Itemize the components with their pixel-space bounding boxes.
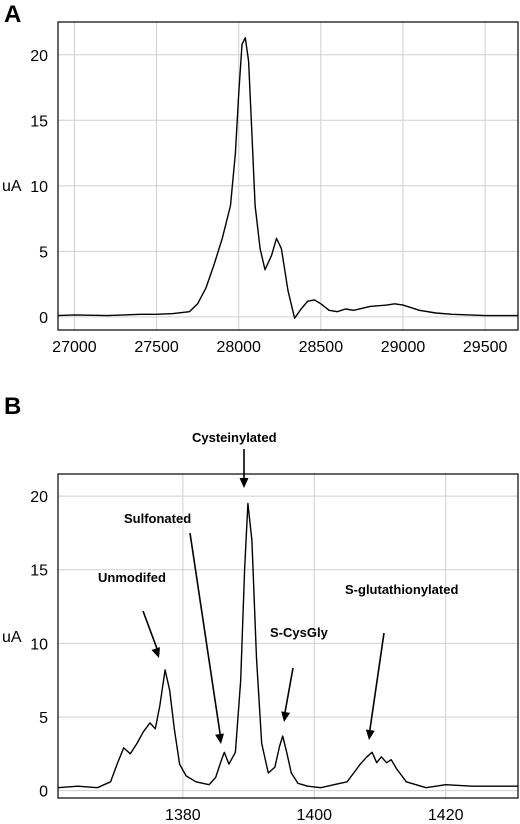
- panel-b-annotation-label: S-CysGly: [270, 625, 329, 640]
- panel-b-annotation-arrowhead: [281, 711, 291, 722]
- panel-b-y-tick-label: 0: [39, 784, 48, 801]
- panel-b-annotation-arrow: [142, 610, 160, 655]
- panel-b-annotation-label: Unmodifed: [98, 570, 166, 585]
- panel-a-y-tick-label: 0: [39, 310, 48, 327]
- panel-a-x-tick-label: 27000: [52, 339, 97, 356]
- panel-b-y-tick-label: 15: [30, 563, 48, 580]
- panel-b-letter: B: [4, 393, 21, 420]
- panel-b-y-tick-label: 10: [30, 636, 48, 653]
- panel-a-x-tick-label: 29000: [381, 339, 426, 356]
- panel-b-y-tick-label: 20: [30, 489, 48, 506]
- panel-a: A uA 27000 27500 28000 28500 29000 29500 0 5 10 1…: [2, 1, 519, 356]
- panel-a-x-tick-label: 29500: [463, 339, 508, 356]
- panel-b-annotation-arrowhead: [151, 647, 160, 658]
- panel-a-x-tick-label: 28500: [299, 339, 344, 356]
- panel-b-annotation-arrow: [368, 632, 385, 737]
- panel-b-annotation-arrowhead: [239, 478, 249, 488]
- panel-b-annotation-arrow: [189, 532, 222, 741]
- panel-a-y-tick-label: 15: [30, 113, 48, 130]
- panel-b-spectrum-line: [57, 502, 518, 789]
- panel-a-y-tick-label: 20: [30, 48, 48, 65]
- panel-b-x-tick-label: 1400: [296, 807, 332, 824]
- panel-b-annotation-arrowhead: [365, 729, 375, 740]
- panel-b: B uA 1380 1400 1420 0 5 10 15 20 Cysteinylated Su…: [2, 393, 519, 824]
- panel-a-spectrum-line: [57, 37, 518, 319]
- panel-b-annotation-label: Cysteinylated: [192, 430, 277, 445]
- panel-b-y-axis-label: uA: [2, 629, 22, 646]
- panel-a-x-tick-label: 28000: [216, 339, 261, 356]
- panel-b-y-tick-label: 5: [39, 710, 48, 727]
- panel-b-annotation-label: S-glutathionylated: [345, 582, 458, 597]
- panel-b-annotation-arrow: [283, 667, 294, 719]
- panel-a-y-axis-label: uA: [2, 178, 22, 195]
- panel-a-y-tick-label: 10: [30, 179, 48, 196]
- panel-b-x-tick-label: 1380: [165, 807, 201, 824]
- panel-b-annotation-arrowhead: [215, 733, 224, 744]
- panel-a-plot-frame: [57, 21, 519, 331]
- panel-a-letter: A: [4, 1, 21, 28]
- panel-b-x-tick-label: 1420: [428, 807, 464, 824]
- panel-b-plot-frame: [57, 473, 519, 799]
- panel-b-annotation-label: Sulfonated: [124, 511, 191, 526]
- panel-a-x-tick-label: 27500: [134, 339, 179, 356]
- panel-a-y-tick-label: 5: [39, 244, 48, 261]
